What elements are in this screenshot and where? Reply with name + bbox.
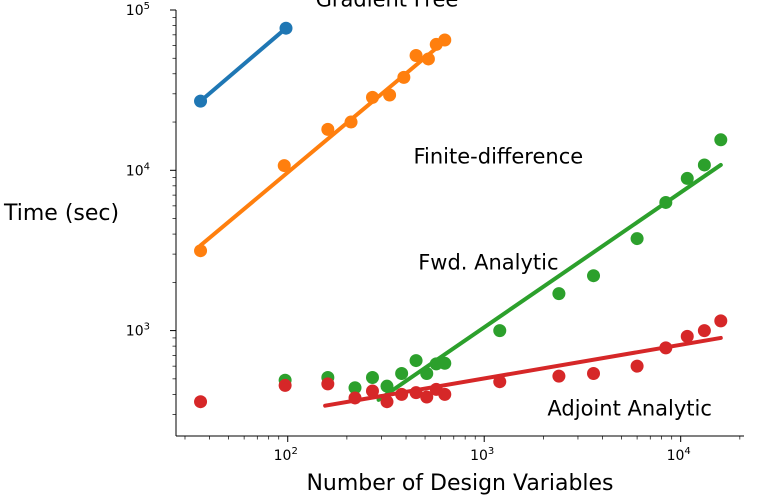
point-finite-difference xyxy=(365,90,379,104)
series-annotation: Finite-difference xyxy=(413,145,583,169)
point-adjoint-analytic xyxy=(278,378,292,392)
point-finite-difference xyxy=(409,49,423,63)
point-adjoint-analytic xyxy=(659,341,673,355)
point-adjoint-analytic xyxy=(697,324,711,338)
point-finite-difference xyxy=(194,244,208,258)
point-finite-difference xyxy=(421,52,435,66)
point-finite-difference xyxy=(397,70,411,84)
y-axis-label: Time (sec) xyxy=(3,201,119,226)
point-fwd-analytic xyxy=(380,379,394,393)
point-finite-difference xyxy=(277,159,291,173)
y-tick-label: 105 xyxy=(126,1,150,19)
point-fwd-analytic xyxy=(697,158,711,172)
point-finite-difference xyxy=(344,115,358,129)
point-adjoint-analytic xyxy=(348,391,362,405)
point-adjoint-analytic xyxy=(194,395,208,409)
point-gradient-free xyxy=(194,94,208,108)
x-tick-label: 104 xyxy=(667,446,691,464)
point-fwd-analytic xyxy=(395,366,409,380)
point-finite-difference xyxy=(438,33,452,47)
point-adjoint-analytic xyxy=(438,387,452,401)
point-finite-difference xyxy=(321,122,335,136)
point-finite-difference xyxy=(383,88,397,102)
point-adjoint-analytic xyxy=(365,384,379,398)
point-fwd-analytic xyxy=(365,370,379,384)
point-adjoint-analytic xyxy=(587,366,601,380)
fit-line-adjoint-analytic xyxy=(323,335,723,408)
point-fwd-analytic xyxy=(493,324,507,338)
fit-line-gradient-free xyxy=(198,26,289,104)
point-fwd-analytic xyxy=(438,356,452,370)
axes xyxy=(175,10,744,437)
point-gradient-free xyxy=(279,21,293,35)
point-fwd-analytic xyxy=(680,171,694,185)
point-adjoint-analytic xyxy=(395,387,409,401)
point-adjoint-analytic xyxy=(321,377,335,391)
point-fwd-analytic xyxy=(348,381,362,395)
point-fwd-analytic xyxy=(714,133,728,147)
series-annotation: Adjoint Analytic xyxy=(547,397,711,421)
point-adjoint-analytic xyxy=(552,369,566,383)
point-fwd-analytic xyxy=(630,232,644,246)
ticks: 102 103 104 103 104 105 xyxy=(126,1,741,464)
point-adjoint-analytic xyxy=(380,395,394,409)
point-adjoint-analytic xyxy=(630,359,644,373)
series-annotation: Fwd. Analytic xyxy=(418,251,558,275)
y-tick-label: 104 xyxy=(126,161,150,179)
x-axis-label: Number of Design Variables xyxy=(306,471,613,496)
point-adjoint-analytic xyxy=(420,390,434,404)
point-adjoint-analytic xyxy=(409,386,423,400)
y-tick-label: 103 xyxy=(126,322,150,340)
point-adjoint-analytic xyxy=(680,329,694,343)
x-tick-label: 102 xyxy=(274,446,298,464)
point-fwd-analytic xyxy=(587,269,601,283)
point-adjoint-analytic xyxy=(714,314,728,328)
point-fwd-analytic xyxy=(552,287,566,301)
point-fwd-analytic xyxy=(409,354,423,368)
point-fwd-analytic xyxy=(420,366,434,380)
point-adjoint-analytic xyxy=(493,375,507,389)
data-points xyxy=(194,21,728,409)
fit-lines xyxy=(198,26,723,408)
x-tick-label: 103 xyxy=(470,446,494,464)
series-annotation: Gradient Free xyxy=(316,0,459,12)
point-fwd-analytic xyxy=(659,195,673,209)
annotations: Gradient Free Finite-difference Fwd. Analy… xyxy=(316,0,712,421)
